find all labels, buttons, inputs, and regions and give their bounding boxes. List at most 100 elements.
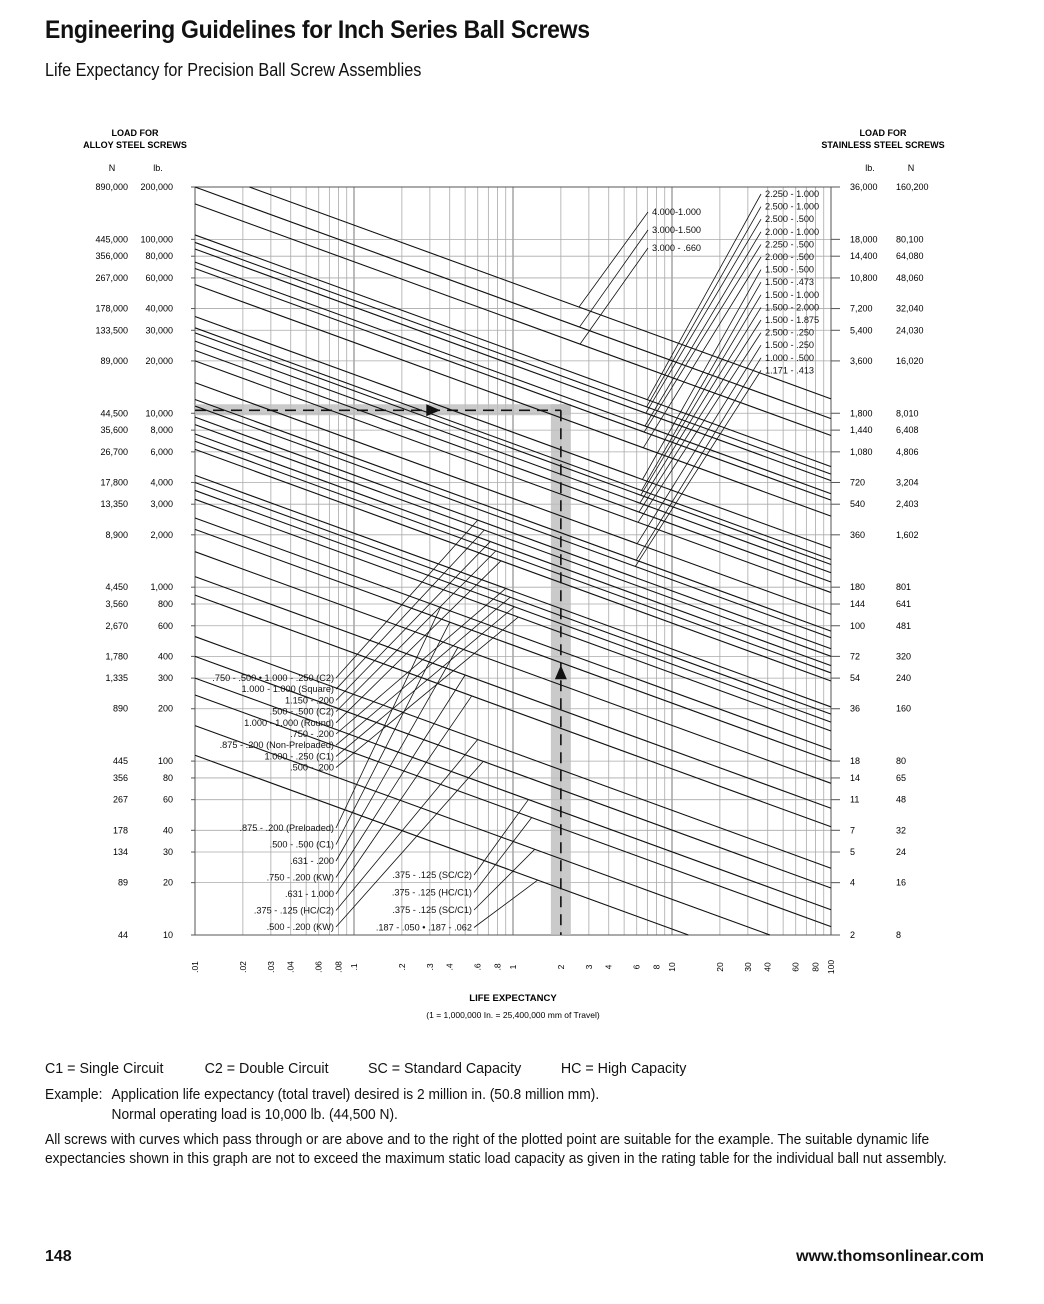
right-tick-label-lb: 3,600 xyxy=(850,356,873,366)
right-tick-label-n: 64,080 xyxy=(896,251,924,261)
left-tick-label-lb: 100,000 xyxy=(140,234,173,244)
leader-line xyxy=(335,739,479,911)
leader-line xyxy=(579,247,649,345)
right-tick-label-lb: 11 xyxy=(850,795,859,805)
right-tick-label-n: 48,060 xyxy=(896,273,924,283)
right-tick-label-n: 4,806 xyxy=(896,447,919,457)
page-title: Engineering Guidelines for Inch Series B… xyxy=(45,16,590,44)
series-line xyxy=(194,489,832,723)
left-tick-label-lb: 200,000 xyxy=(140,182,173,192)
legend-c1: C1 = Single Circuit xyxy=(45,1060,164,1077)
left-tick-label-n: 44,500 xyxy=(100,408,128,418)
series-line xyxy=(194,474,832,708)
x-tick-label: 6 xyxy=(632,964,642,969)
series-line xyxy=(194,448,832,682)
example-line-1: Application life expectancy (total trave… xyxy=(111,1087,600,1103)
left-tick-label-n: 890 xyxy=(113,704,128,714)
series-line xyxy=(194,594,832,828)
left-tick-label-lb: 80 xyxy=(163,773,173,783)
leader-line xyxy=(638,319,762,513)
leader-line xyxy=(634,370,762,567)
series-label: 2.250 - .500 xyxy=(765,239,814,249)
right-tick-label-lb: 360 xyxy=(850,530,865,540)
left-tick-label-lb: 4,000 xyxy=(150,477,173,487)
right-tick-label-n: 160,200 xyxy=(896,182,929,192)
series-line xyxy=(194,327,832,560)
right-tick-label-n: 3,204 xyxy=(896,477,919,487)
right-tick-label-n: 2,403 xyxy=(896,499,919,509)
right-tick-label-n: 32,040 xyxy=(896,304,924,314)
left-tick-label-n: 4,450 xyxy=(105,582,128,592)
right-tick-label-n: 1,602 xyxy=(896,530,919,540)
right-tick-label-n: 65 xyxy=(896,773,906,783)
left-tick-label-n: 1,335 xyxy=(105,673,128,683)
left-tick-label-n: 17,800 xyxy=(100,477,128,487)
series-label: 2.500 - .500 xyxy=(765,214,814,224)
right-tick-label-lb: 7 xyxy=(850,825,855,835)
life-expectancy-chart: 4.000-1.000 3.000-1.500 3.000 - .660 2.250 … xyxy=(83,128,944,1020)
left-tick-label-lb: 2,000 xyxy=(150,530,173,540)
page-number: 148 xyxy=(45,1248,72,1265)
series-line xyxy=(194,405,832,639)
series-label: 1.500 - 1.000 xyxy=(765,290,819,300)
right-tick-label-n: 32 xyxy=(896,825,906,835)
right-tick-label-lb: 540 xyxy=(850,499,865,509)
x-tick-label: .1 xyxy=(349,963,359,970)
website-link[interactable]: www.thomsonlinear.com xyxy=(796,1248,984,1265)
series-label: .375 - .125 (SC/C1) xyxy=(392,905,472,915)
series-label: 1.000 - .500 xyxy=(765,353,814,363)
series-label: .375 - .125 (HC/C1) xyxy=(392,888,472,898)
leader-line xyxy=(335,695,473,895)
series-label: .500 - .200 xyxy=(290,763,334,773)
series-line xyxy=(194,424,832,657)
right-tick-label-lb: 2 xyxy=(850,930,855,940)
x-tick-label: 40 xyxy=(763,962,773,972)
leader-line xyxy=(473,799,529,876)
leader-line xyxy=(335,621,451,845)
x-axis-subtitle: (1 = 1,000,000 In. = 25,400,000 mm of Tr… xyxy=(426,1010,600,1020)
right-tick-label-n: 8 xyxy=(896,930,901,940)
series-label: .750 - .500 • 1.000 - .250 (C2) xyxy=(212,673,334,683)
series-line xyxy=(194,203,832,437)
leader-line xyxy=(335,596,511,746)
page-subtitle: Life Expectancy for Precision Ball Screw… xyxy=(45,60,422,80)
series-line xyxy=(194,433,832,667)
series-line xyxy=(194,655,832,889)
series-line xyxy=(194,725,771,936)
left-tick-label-n: 13,350 xyxy=(100,499,128,509)
leader-line xyxy=(335,761,484,928)
leader-line xyxy=(335,550,497,712)
series-line xyxy=(194,528,832,762)
left-tick-label-n: 133,500 xyxy=(95,325,128,335)
series-line xyxy=(194,636,832,869)
series-line xyxy=(194,241,832,475)
chart-axes: LOAD FOR ALLOY STEEL SCREWS N lb. 890,000 200… xyxy=(83,128,944,1020)
series-line xyxy=(249,186,832,400)
left-tick-label-n: 267 xyxy=(113,795,128,805)
series-label: 2.500 - .250 xyxy=(765,328,814,338)
leader-line xyxy=(641,282,762,491)
right-tick-label-lb: 5,400 xyxy=(850,325,873,335)
x-tick-label: 30 xyxy=(743,962,753,972)
left-tick-label-lb: 40,000 xyxy=(145,304,173,314)
series-line xyxy=(194,186,832,420)
series-line xyxy=(194,261,832,495)
series-label: 1.500 - .473 xyxy=(765,277,814,287)
x-tick-label: .03 xyxy=(266,961,276,973)
series-lines xyxy=(194,186,832,936)
left-tick-label-n: 178 xyxy=(113,825,128,835)
right-tick-label-n: 481 xyxy=(896,621,911,631)
left-tick-label-n: 356,000 xyxy=(95,251,128,261)
left-tick-label-lb: 200 xyxy=(158,704,173,714)
series-labels: 4.000-1.000 3.000-1.500 3.000 - .660 2.250 … xyxy=(212,189,819,933)
series-label: 3.000 - .660 xyxy=(652,243,701,253)
left-tick-label-lb: 1,000 xyxy=(150,582,173,592)
left-tick-label-n: 1,780 xyxy=(105,651,128,661)
leader-line xyxy=(473,849,536,911)
series-label: .875 - .200 (Non-Preloaded) xyxy=(220,740,334,750)
left-tick-label-n: 89 xyxy=(118,878,128,888)
left-tick-label-lb: 100 xyxy=(158,756,173,766)
right-tick-label-lb: 14,400 xyxy=(850,251,878,261)
series-label: 1.000 - .250 (C1) xyxy=(265,751,334,761)
suitability-note: All screws with curves which pass throug… xyxy=(45,1132,947,1167)
